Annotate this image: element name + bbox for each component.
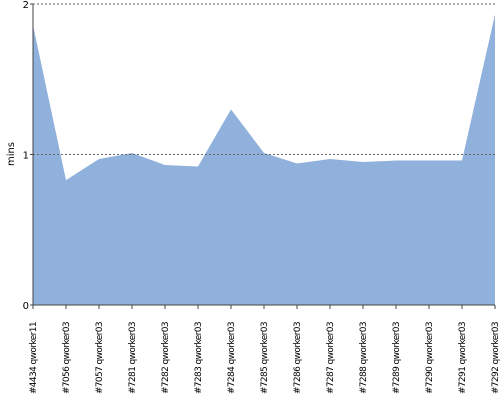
x-tick-label: #7290 qworker03 [425,322,435,394]
x-tick-label: #7285 qworker03 [260,322,270,394]
x-tick-label: #7282 qworker03 [161,322,171,394]
y-tick-label: 0 [23,301,29,312]
x-tick-label: #7292 qworker03 [491,322,500,394]
x-tick-label: #7281 qworker03 [128,322,138,394]
x-tick-label: #7286 qworker03 [293,322,303,394]
x-tick-label: #7284 qworker03 [227,322,237,394]
x-tick-label: #7289 qworker03 [392,322,402,394]
area [33,14,495,305]
x-tick-label: #7291 qworker03 [458,322,468,394]
x-tick-label: #7056 qworker03 [62,322,72,394]
x-tick-label: #4434 qworker11 [29,322,39,394]
x-tick-label: #7287 qworker03 [326,322,336,394]
x-tick-label: #7057 qworker03 [95,322,105,394]
y-tick-label: 2 [23,0,29,11]
x-tick-label: #7288 qworker03 [359,322,369,394]
x-tick-label: #7283 qworker03 [194,322,204,394]
y-tick-label: 1 [23,151,29,162]
y-axis-label: mins [6,142,17,166]
